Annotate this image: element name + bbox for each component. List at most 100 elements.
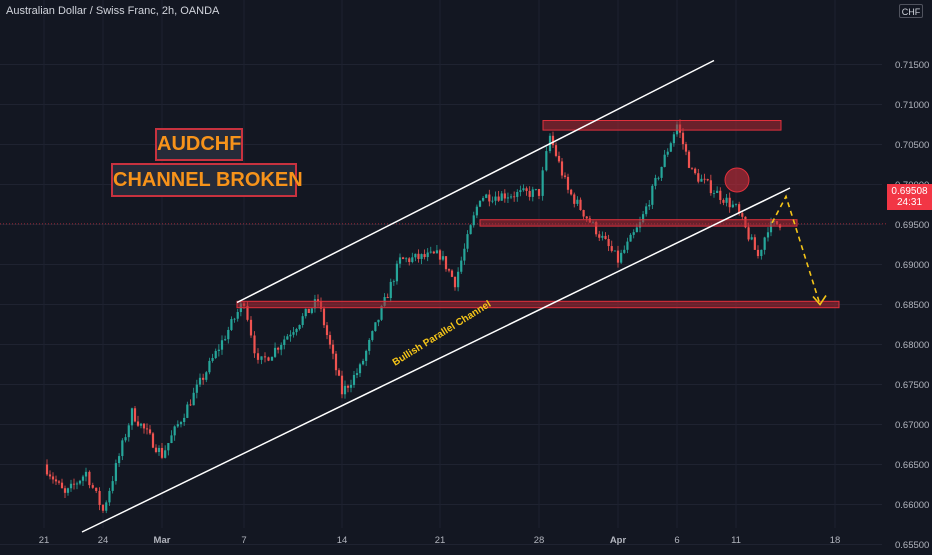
candle-body [414, 253, 417, 258]
candle-body [551, 135, 555, 146]
candle-body [423, 254, 426, 258]
candle-body [576, 199, 579, 204]
y-tick-label: 0.68000 [895, 340, 929, 351]
candle-body [389, 281, 392, 299]
candle-body [528, 190, 531, 197]
candle-body [139, 423, 143, 426]
y-tick-label: 0.65500 [895, 540, 929, 550]
candle-body [195, 384, 198, 393]
candle-body [98, 490, 101, 505]
candle-body [500, 193, 503, 201]
candle-body [57, 481, 61, 483]
symbol-annotation-box: AUDCHF [155, 128, 243, 161]
y-tick-label: 0.71000 [895, 100, 929, 111]
candle-body [205, 372, 208, 380]
candle-body [167, 443, 170, 451]
candle-body [186, 404, 189, 418]
candle-body [610, 246, 613, 251]
candle-body [157, 447, 161, 453]
candle-body [334, 353, 338, 371]
candle-body [289, 334, 292, 337]
candle-body [331, 344, 335, 354]
candle-body [322, 308, 326, 326]
candle-body [417, 253, 420, 259]
candle-body [277, 347, 280, 350]
candle-body [69, 483, 73, 489]
candle-body [368, 339, 371, 351]
candle-body [192, 392, 195, 406]
x-tick-label: 28 [534, 535, 545, 546]
candle-body [202, 377, 205, 380]
grid-layer [0, 0, 887, 545]
candle-body [756, 249, 760, 257]
candle-body [349, 384, 353, 388]
channel-upper-line [236, 59, 715, 304]
candle-body [613, 250, 616, 252]
x-tick-label: 18 [830, 535, 841, 546]
candle-body [616, 250, 620, 263]
candle-body [283, 339, 286, 345]
candle-body [703, 178, 706, 180]
candle-body [460, 260, 463, 272]
candle-body [595, 221, 598, 235]
candle-body [127, 425, 130, 438]
x-tick-label: 21 [435, 535, 446, 546]
candle-body [88, 471, 91, 486]
x-tick-label: 21 [39, 535, 50, 546]
candle-body [380, 305, 383, 320]
candle-body [485, 194, 488, 198]
candle-body [224, 339, 227, 341]
candle-body [114, 463, 117, 482]
candle-body [45, 464, 49, 475]
candle-body [60, 482, 64, 489]
candle-body [513, 196, 516, 198]
candle-body [246, 305, 249, 320]
candle-body [444, 256, 448, 270]
candle-body [438, 250, 442, 260]
sr-zone [236, 300, 840, 309]
candle-body [95, 487, 98, 491]
candle-body [189, 404, 192, 406]
candle-body [286, 336, 289, 340]
candle-body [160, 447, 164, 458]
last-price-tag: 0.69508 24:31 [887, 184, 932, 210]
candle-body [124, 437, 127, 441]
candle-body [377, 319, 380, 323]
candle-body [626, 241, 629, 250]
candle-body [310, 308, 313, 313]
candle-body [51, 476, 55, 480]
candle-body [298, 324, 301, 329]
candle-body [509, 196, 513, 198]
candle-body [386, 297, 389, 299]
candle-body [482, 197, 485, 201]
candle-body [340, 375, 344, 395]
candle-body [706, 179, 709, 181]
candle-body [304, 308, 307, 317]
candle-body [669, 143, 672, 152]
candle-body [392, 281, 395, 283]
candle-body [307, 308, 310, 313]
currency-button[interactable]: CHF [899, 4, 923, 18]
candle-body [358, 364, 362, 374]
y-tick-label: 0.67000 [895, 420, 929, 431]
candle-body [280, 344, 283, 350]
candle-body [420, 254, 423, 259]
candle-body [101, 504, 105, 511]
channel-label: Bullish Parallel Channel [391, 299, 494, 369]
candle-body [516, 191, 519, 197]
candle-body [557, 155, 561, 162]
candle-body [365, 350, 368, 361]
candle-body [432, 251, 435, 254]
candle-body [154, 447, 158, 453]
candle-body [429, 251, 432, 253]
candle-body [233, 318, 236, 320]
candle-body [256, 353, 260, 360]
y-tick-label: 0.69500 [895, 220, 929, 231]
candle-body [457, 271, 460, 288]
candle-body [227, 329, 230, 340]
candle-body [478, 200, 482, 207]
candle-body [371, 331, 374, 340]
candle-body [545, 151, 548, 171]
